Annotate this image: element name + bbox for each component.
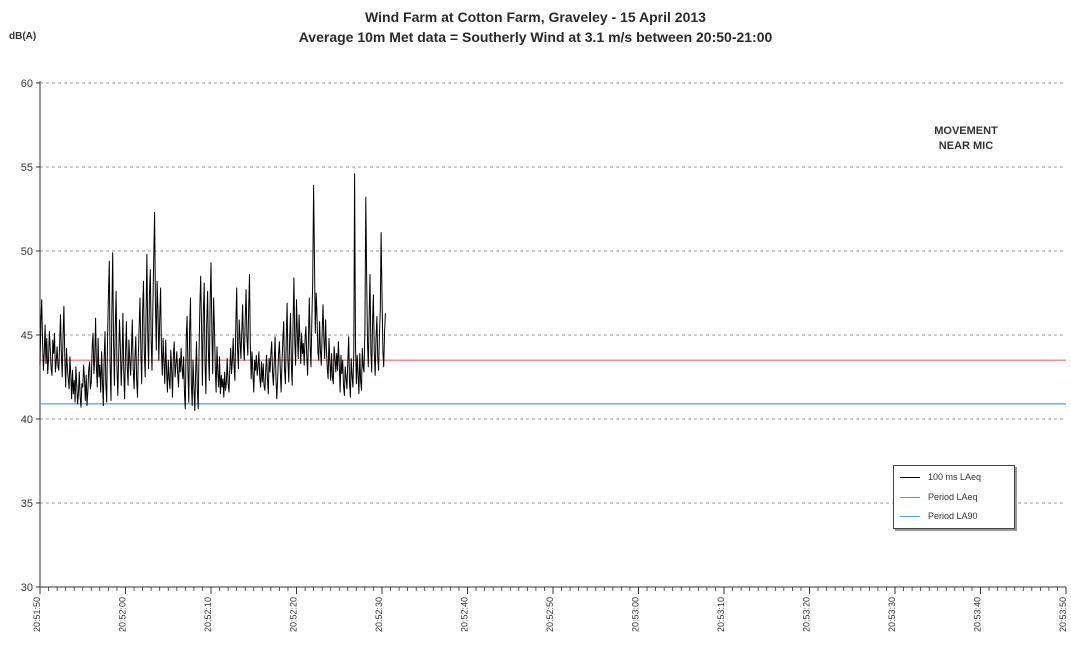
y-axis-label: dB(A) — [9, 31, 37, 42]
x-tick-label: 20:52:10 — [203, 597, 213, 632]
y-tick-label: 30 — [21, 582, 33, 594]
x-tick-label: 20:53:00 — [631, 597, 641, 632]
x-tick-label: 20:53:30 — [887, 597, 897, 632]
x-tick-label: 20:53:40 — [973, 597, 983, 632]
legend-item-period-la90: Period LA90 — [900, 509, 978, 523]
x-tick-label: 20:53:20 — [802, 597, 812, 632]
legend-swatch-laeq-100ms — [900, 476, 920, 478]
y-tick-label: 55 — [21, 162, 33, 174]
series-laeq-100ms-line — [39, 173, 386, 412]
chart-subtitle: Average 10m Met data = Southerly Wind at… — [298, 29, 773, 45]
annotation-line-2: NEAR MIC — [938, 140, 994, 152]
y-tick-label: 40 — [21, 414, 33, 426]
x-tick-label: 20:52:20 — [289, 597, 299, 632]
legend-swatch-period-laeq — [900, 496, 920, 498]
y-tick-label: 50 — [21, 246, 33, 258]
legend-swatch-period-la90 — [900, 515, 920, 517]
legend-label-period-laeq: Period LAeq — [928, 492, 978, 502]
legend-label-period-la90: Period LA90 — [928, 511, 978, 521]
annotation-movement-near-mic: MOVEMENT NEAR MIC — [906, 124, 1026, 154]
y-tick-label: 45 — [21, 330, 33, 342]
legend-item-laeq-100ms: 100 ms LAeq — [900, 470, 981, 484]
x-tick-label: 20:53:10 — [716, 597, 726, 632]
x-tick-label: 20:52:40 — [460, 597, 470, 632]
y-tick-label: 60 — [21, 78, 33, 90]
x-tick-label: 20:53:50 — [1058, 597, 1068, 632]
legend-label-laeq-100ms: 100 ms LAeq — [928, 472, 982, 482]
x-tick-label: 20:52:50 — [545, 597, 555, 632]
legend-item-period-laeq: Period LAeq — [900, 490, 978, 504]
y-tick-label: 35 — [21, 498, 33, 510]
chart-legend: 100 ms LAeq Period LAeq Period LA90 — [893, 465, 1015, 529]
x-tick-label: 20:51:50 — [32, 597, 42, 632]
x-tick-label: 20:52:00 — [118, 597, 128, 632]
x-tick-label: 20:52:30 — [374, 597, 384, 632]
annotation-line-1: MOVEMENT — [934, 125, 998, 137]
chart-title: Wind Farm at Cotton Farm, Graveley - 15 … — [365, 9, 706, 25]
